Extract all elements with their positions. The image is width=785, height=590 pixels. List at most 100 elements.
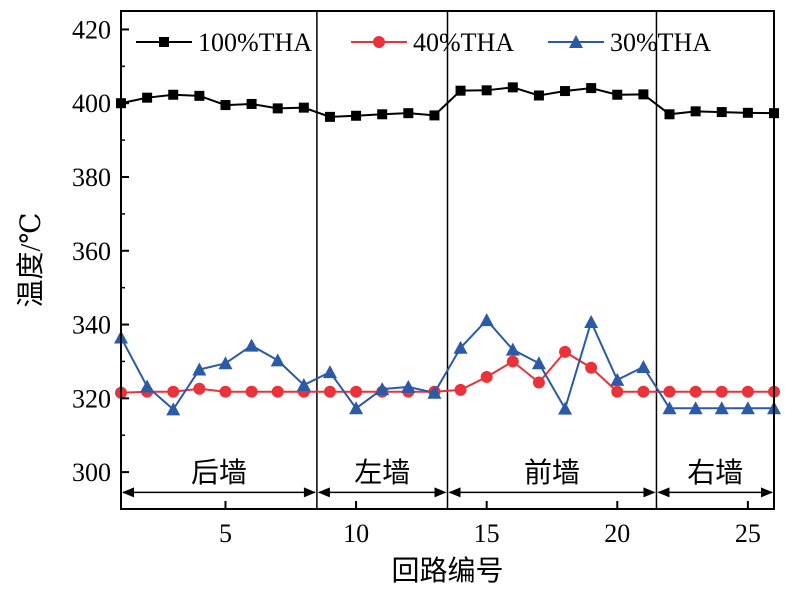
data-point-triangle <box>610 372 625 386</box>
data-point-triangle <box>296 378 311 392</box>
data-point-triangle <box>322 365 337 379</box>
data-point-square <box>638 89 649 100</box>
data-point-circle <box>689 385 702 398</box>
legend-item: 100%THA <box>136 28 312 57</box>
x-axis-label: 回路编号 <box>391 555 503 587</box>
region-arrow-left <box>122 487 134 498</box>
data-point-triangle <box>166 402 181 416</box>
legend-item: 40%THA <box>351 28 514 57</box>
data-point-square <box>298 102 309 113</box>
series-30%THA <box>114 313 781 416</box>
data-point-triangle <box>375 382 390 396</box>
data-point-triangle <box>714 401 729 415</box>
data-point-circle <box>323 385 336 398</box>
data-point-triangle <box>569 35 583 48</box>
data-point-triangle <box>531 356 546 370</box>
data-point-triangle <box>140 379 155 393</box>
data-point-square <box>429 110 440 121</box>
data-point-triangle <box>453 340 468 354</box>
data-point-square <box>507 82 518 93</box>
data-point-square <box>742 107 753 118</box>
data-point-circle <box>611 385 624 398</box>
data-point-triangle <box>505 342 520 356</box>
legend-item: 30%THA <box>548 28 711 57</box>
data-point-circle <box>193 382 206 395</box>
data-point-circle <box>167 385 180 398</box>
data-point-square <box>403 108 414 119</box>
y-tick-label: 360 <box>72 237 111 266</box>
region-arrow-left <box>448 487 461 498</box>
data-point-circle <box>532 376 545 389</box>
data-point-triangle <box>427 385 442 399</box>
data-point-square <box>533 90 544 101</box>
data-point-circle <box>350 385 363 398</box>
region-annotations: 后墙 左墙 前墙 右墙 <box>122 457 773 498</box>
y-tick-label: 300 <box>72 458 111 487</box>
data-point-triangle <box>349 401 364 415</box>
data-point-square <box>246 98 257 109</box>
x-tick-label: 15 <box>474 519 500 548</box>
x-tick-label: 20 <box>604 519 630 548</box>
data-point-triangle <box>192 362 207 376</box>
data-point-circle <box>663 385 676 398</box>
axes: 5 10 15 20 25 300 320 340 360 380 400 420 <box>72 15 761 548</box>
region-arrow-right <box>643 487 656 498</box>
data-point-triangle <box>688 401 703 415</box>
data-point-square <box>455 85 466 96</box>
y-tick-label: 380 <box>72 163 111 192</box>
data-point-circle <box>715 385 728 398</box>
data-point-square <box>664 109 675 120</box>
legend-label: 100%THA <box>198 28 312 57</box>
data-point-square <box>481 85 492 96</box>
data-point-triangle <box>584 314 599 328</box>
data-point-triangle <box>401 379 416 393</box>
region-arrow-left <box>657 487 670 498</box>
data-point-circle <box>219 385 232 398</box>
region-label: 左墙 <box>354 457 410 489</box>
data-point-circle <box>245 385 258 398</box>
data-point-circle <box>271 385 284 398</box>
data-point-square <box>586 83 597 94</box>
y-tick-label: 320 <box>72 384 111 413</box>
data-point-square <box>612 89 623 100</box>
y-tick-label: 340 <box>72 311 111 340</box>
data-point-circle <box>454 383 467 396</box>
region-arrow-right <box>303 487 316 498</box>
region-label: 右墙 <box>687 457 743 489</box>
data-point-circle <box>559 345 572 358</box>
y-tick-label: 400 <box>72 89 111 118</box>
series-line <box>120 318 774 412</box>
data-point-square <box>324 111 335 122</box>
legend: 100%THA 40%THA 30%THA <box>136 28 711 57</box>
x-tick-label: 10 <box>343 519 369 548</box>
region-arrow-left <box>317 487 330 498</box>
data-point-triangle <box>218 356 233 370</box>
data-point-triangle <box>740 401 755 415</box>
data-point-triangle <box>270 353 285 367</box>
region-label: 前墙 <box>524 457 580 489</box>
data-point-circle <box>741 385 754 398</box>
data-point-square <box>351 110 362 121</box>
data-point-square <box>560 86 571 97</box>
data-point-triangle <box>558 401 573 415</box>
region-label: 后墙 <box>191 457 247 489</box>
region-arrow-right <box>761 487 773 498</box>
data-point-triangle <box>662 401 677 415</box>
data-point-circle <box>585 361 598 374</box>
data-point-square <box>159 37 169 47</box>
x-tick-label: 25 <box>735 519 761 548</box>
legend-label: 40%THA <box>413 28 514 57</box>
x-tick-label: 5 <box>219 519 232 548</box>
data-point-square <box>690 106 701 117</box>
data-point-circle <box>637 385 650 398</box>
y-tick-label: 420 <box>72 15 111 44</box>
data-point-square <box>272 103 283 114</box>
divider-lines <box>316 11 658 509</box>
plot-frame <box>120 10 775 510</box>
data-point-circle <box>506 355 519 368</box>
data-point-square <box>142 92 153 103</box>
data-point-square <box>194 90 205 101</box>
legend-label: 30%THA <box>610 28 711 57</box>
data-point-square <box>716 107 727 118</box>
